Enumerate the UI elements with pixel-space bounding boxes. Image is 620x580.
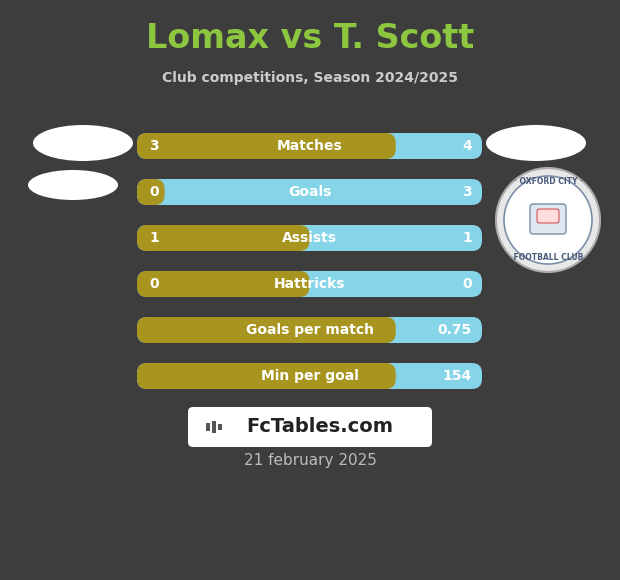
FancyBboxPatch shape xyxy=(218,424,222,430)
Text: 0: 0 xyxy=(149,185,159,199)
Text: 154: 154 xyxy=(443,369,472,383)
Text: 3: 3 xyxy=(463,185,472,199)
Text: Club competitions, Season 2024/2025: Club competitions, Season 2024/2025 xyxy=(162,71,458,85)
Text: 1: 1 xyxy=(463,231,472,245)
FancyBboxPatch shape xyxy=(137,133,396,159)
Text: Min per goal: Min per goal xyxy=(260,369,358,383)
FancyBboxPatch shape xyxy=(137,225,482,251)
Circle shape xyxy=(504,176,592,264)
Ellipse shape xyxy=(486,125,586,161)
FancyBboxPatch shape xyxy=(137,363,482,389)
FancyBboxPatch shape xyxy=(137,271,309,297)
Text: · OXFORD CITY ·: · OXFORD CITY · xyxy=(513,177,583,187)
Text: · FOOTBALL CLUB ·: · FOOTBALL CLUB · xyxy=(508,253,588,263)
FancyBboxPatch shape xyxy=(137,225,309,251)
FancyBboxPatch shape xyxy=(530,204,566,234)
Text: Goals: Goals xyxy=(288,185,331,199)
FancyBboxPatch shape xyxy=(137,317,396,343)
Text: Goals per match: Goals per match xyxy=(246,323,373,337)
FancyBboxPatch shape xyxy=(137,133,482,159)
FancyBboxPatch shape xyxy=(137,179,164,205)
Text: Matches: Matches xyxy=(277,139,342,153)
FancyBboxPatch shape xyxy=(537,209,559,223)
FancyBboxPatch shape xyxy=(137,317,482,343)
FancyBboxPatch shape xyxy=(137,271,482,297)
FancyBboxPatch shape xyxy=(212,421,216,433)
Text: Lomax vs T. Scott: Lomax vs T. Scott xyxy=(146,21,474,55)
Text: Assists: Assists xyxy=(282,231,337,245)
FancyBboxPatch shape xyxy=(206,423,210,431)
Circle shape xyxy=(496,168,600,272)
Text: 4: 4 xyxy=(463,139,472,153)
FancyBboxPatch shape xyxy=(137,363,396,389)
Text: FcTables.com: FcTables.com xyxy=(247,418,394,437)
Text: 0: 0 xyxy=(149,277,159,291)
Text: 0.75: 0.75 xyxy=(438,323,472,337)
Ellipse shape xyxy=(28,170,118,200)
Text: 1: 1 xyxy=(149,231,159,245)
Text: 21 february 2025: 21 february 2025 xyxy=(244,452,376,467)
FancyBboxPatch shape xyxy=(137,179,482,205)
Text: Hattricks: Hattricks xyxy=(274,277,345,291)
Text: 0: 0 xyxy=(463,277,472,291)
FancyBboxPatch shape xyxy=(188,407,432,447)
Ellipse shape xyxy=(33,125,133,161)
Text: 3: 3 xyxy=(149,139,159,153)
